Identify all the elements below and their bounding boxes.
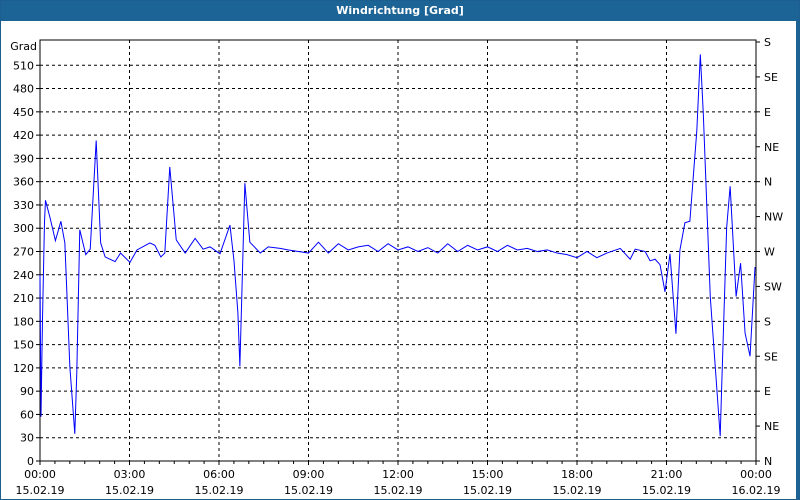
x-tick-time: 12:00 — [382, 468, 414, 481]
y2-tick-label: N — [764, 455, 772, 468]
x-tick-time: 00:00 — [740, 468, 772, 481]
y-tick-label: 120 — [13, 362, 34, 375]
x-tick-date: 16.02.19 — [732, 484, 781, 497]
y-tick-label: 180 — [13, 315, 34, 328]
y2-tick-label: NE — [764, 420, 779, 433]
y2-tick-label: NE — [764, 141, 779, 154]
y-tick-label: 510 — [13, 59, 34, 72]
y-tick-label: 480 — [13, 83, 34, 96]
x-tick-time: 09:00 — [293, 468, 325, 481]
window-title: Windrichtung [Grad] — [1, 1, 799, 21]
x-tick-time: 03:00 — [114, 468, 146, 481]
y2-tick-label: S — [764, 36, 771, 49]
x-tick-time: 06:00 — [203, 468, 235, 481]
x-tick-date: 15.02.19 — [16, 484, 65, 497]
y-tick-label: 330 — [13, 199, 34, 212]
series-line — [39, 54, 756, 437]
y-tick-label: 300 — [13, 222, 34, 235]
y2-tick-label: E — [764, 385, 771, 398]
x-tick-date: 15.02.19 — [374, 484, 423, 497]
y-tick-label: 210 — [13, 292, 34, 305]
x-tick-date: 15.02.19 — [463, 484, 512, 497]
y2-tick-label: S — [764, 315, 771, 328]
window-border — [796, 21, 799, 499]
y2-tick-label: SE — [764, 71, 778, 84]
y-tick-label: 450 — [13, 106, 34, 119]
y-tick-label: 0 — [27, 455, 34, 468]
plot-frame — [39, 39, 757, 462]
y2-tick-label: SE — [764, 350, 778, 363]
y-tick-label: 420 — [13, 129, 34, 142]
x-tick-date: 15.02.19 — [105, 484, 154, 497]
y2-tick-label: SW — [764, 280, 782, 293]
x-tick-date: 15.02.19 — [642, 484, 691, 497]
y-tick-label: 240 — [13, 269, 34, 282]
x-tick-time: 15:00 — [472, 468, 504, 481]
y-tick-label: 60 — [20, 408, 34, 421]
x-tick-time: 18:00 — [561, 468, 593, 481]
y-tick-label: 390 — [13, 152, 34, 165]
y-tick-label: 150 — [13, 339, 34, 352]
x-tick-date: 15.02.19 — [553, 484, 602, 497]
y-tick-label: 90 — [20, 385, 34, 398]
x-tick-time: 21:00 — [651, 468, 683, 481]
y-tick-label: 270 — [13, 246, 34, 259]
y2-tick-label: E — [764, 106, 771, 119]
y2-tick-label: W — [764, 246, 775, 259]
x-tick-time: 00:00 — [24, 468, 56, 481]
y2-tick-label: N — [764, 176, 772, 189]
y-tick-label: 30 — [20, 432, 34, 445]
y-axis-label: Grad — [10, 40, 37, 53]
y2-tick-label: NW — [764, 211, 783, 224]
x-tick-date: 15.02.19 — [284, 484, 333, 497]
x-tick-date: 15.02.19 — [195, 484, 244, 497]
y-tick-label: 360 — [13, 176, 34, 189]
